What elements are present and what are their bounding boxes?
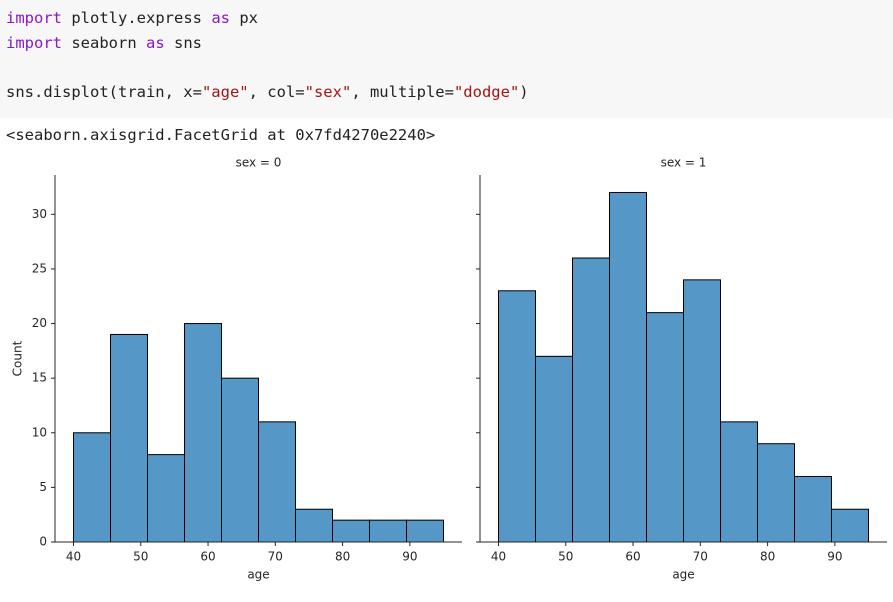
x-axis-label: age [247, 568, 269, 582]
x-tick-label: 80 [760, 550, 775, 564]
x-tick-label: 80 [335, 550, 350, 564]
x-tick-label: 90 [827, 550, 842, 564]
code-text: seaborn [62, 34, 146, 52]
x-tick-label: 40 [66, 550, 81, 564]
output-text: <seaborn.axisgrid.FacetGrid at 0x7fd4270… [6, 126, 436, 144]
bar [572, 257, 610, 543]
y-tick-label: 20 [32, 316, 47, 330]
x-tick-label: 60 [625, 550, 640, 564]
y-tick-label: 25 [32, 261, 47, 275]
x-tick-label: 40 [491, 550, 506, 564]
y-axis-label: Count [11, 340, 25, 376]
bar [406, 519, 444, 543]
bar [369, 519, 407, 543]
panel-title: sex = 1 [661, 156, 707, 170]
bar [683, 279, 721, 543]
code-text: , col= [248, 83, 305, 101]
y-tick-label: 30 [32, 207, 47, 221]
code-text: sns.displot(train, x= [6, 83, 202, 101]
code-line: import plotly.express as px [6, 9, 258, 27]
x-tick-label: 90 [402, 550, 417, 564]
string: "age" [201, 83, 249, 101]
keyword: import [6, 34, 62, 52]
bar [794, 475, 832, 543]
bar [295, 508, 333, 543]
x-tick-label: 60 [200, 550, 215, 564]
bar [535, 355, 573, 543]
bar [498, 290, 536, 543]
code-text: sns [164, 34, 202, 52]
code-line: sns.displot(train, x="age", col="sex", m… [6, 83, 529, 101]
keyword: as [211, 9, 230, 27]
bar [147, 454, 185, 543]
bar [332, 519, 370, 543]
bar [258, 421, 296, 543]
keyword: import [6, 9, 62, 27]
keyword: as [146, 34, 165, 52]
y-tick-label: 5 [39, 480, 47, 494]
code-line: import seaborn as sns [6, 34, 202, 52]
code-cell: import plotly.express as px import seabo… [0, 0, 893, 118]
code-text: ) [519, 83, 529, 101]
x-axis-label: age [672, 568, 694, 582]
code-text: , multiple= [351, 83, 454, 101]
x-tick-label: 50 [133, 550, 148, 564]
code-text: px [229, 9, 258, 27]
panel-title: sex = 0 [236, 156, 282, 170]
y-tick-label: 15 [32, 371, 47, 385]
y-tick-label: 10 [32, 425, 47, 439]
bar [609, 191, 647, 543]
x-tick-label: 70 [268, 550, 283, 564]
string: "dodge" [453, 83, 520, 101]
bar [646, 312, 684, 543]
code-text: plotly.express [62, 9, 212, 27]
bar [184, 323, 222, 543]
y-tick-label: 0 [39, 535, 47, 549]
bar [73, 432, 111, 543]
bar [110, 333, 148, 543]
bar [221, 377, 259, 543]
string: "sex" [304, 83, 352, 101]
x-tick-label: 70 [693, 550, 708, 564]
bar [757, 443, 795, 543]
x-tick-label: 50 [558, 550, 573, 564]
bar [831, 508, 869, 543]
bar [720, 421, 758, 543]
